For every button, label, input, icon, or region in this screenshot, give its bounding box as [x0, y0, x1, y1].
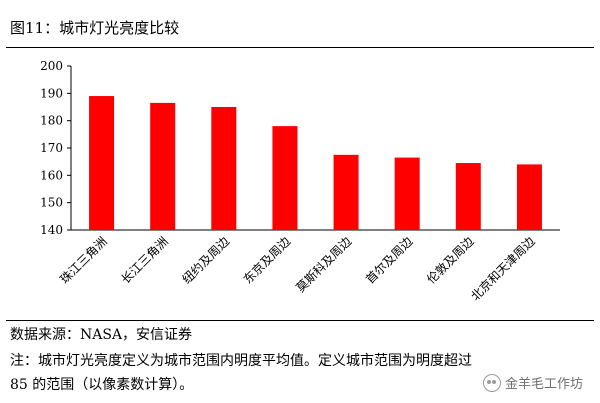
source-text: 数据来源：NASA，安信证券	[10, 327, 193, 343]
bar	[516, 164, 542, 230]
bar	[211, 107, 237, 230]
bar-series	[89, 96, 542, 230]
bar	[333, 154, 359, 230]
y-tick-label: 180	[40, 114, 63, 128]
bar	[150, 102, 176, 230]
y-tick-label: 170	[40, 141, 63, 155]
header-rule	[6, 47, 594, 48]
bar	[394, 157, 420, 230]
bar	[272, 126, 298, 230]
watermark: 金羊毛工作坊	[479, 372, 586, 393]
y-axis-ticks: 140 150 160 170 180 190 200	[40, 59, 71, 237]
wechat-icon	[482, 373, 501, 392]
y-tick-label: 160	[40, 168, 63, 182]
figure-title: 图11：城市灯光亮度比较	[10, 19, 180, 37]
x-tick-label: 首尔及周边	[362, 234, 415, 287]
note-text-line2: 85 的范围（以像素数计算）。	[10, 377, 194, 393]
y-tick-label: 190	[40, 86, 63, 100]
y-tick-label: 140	[40, 223, 63, 237]
x-tick-label: 伦敦及周边	[423, 234, 476, 287]
bar	[89, 96, 115, 230]
x-tick-label: 北京和天津周边	[468, 234, 537, 303]
y-tick-label: 150	[40, 196, 63, 210]
x-tick-label: 莫斯科及周边	[293, 234, 354, 295]
bar-chart: 140 150 160 170 180 190 200 珠江三角洲 长江三角洲 纽约及周边 东京及…	[40, 59, 560, 304]
watermark-text: 金羊毛工作坊	[504, 377, 583, 392]
x-tick-label: 东京及周边	[241, 234, 293, 286]
x-tick-label: 长江三角洲	[118, 234, 170, 286]
x-axis-labels: 珠江三角洲 长江三角洲 纽约及周边 东京及周边 莫斯科及周边 首尔及周边 伦敦及周边北京和天…	[57, 234, 537, 304]
note-text-line1: 注：城市灯光亮度定义为城市范围内明度平均值。定义城市范围为明度超过	[10, 353, 472, 369]
y-tick-label: 200	[40, 59, 63, 73]
x-tick-label: 纽约及周边	[179, 234, 232, 287]
footer-rule	[6, 320, 594, 321]
x-tick-label: 珠江三角洲	[57, 234, 109, 286]
bar	[455, 163, 481, 230]
